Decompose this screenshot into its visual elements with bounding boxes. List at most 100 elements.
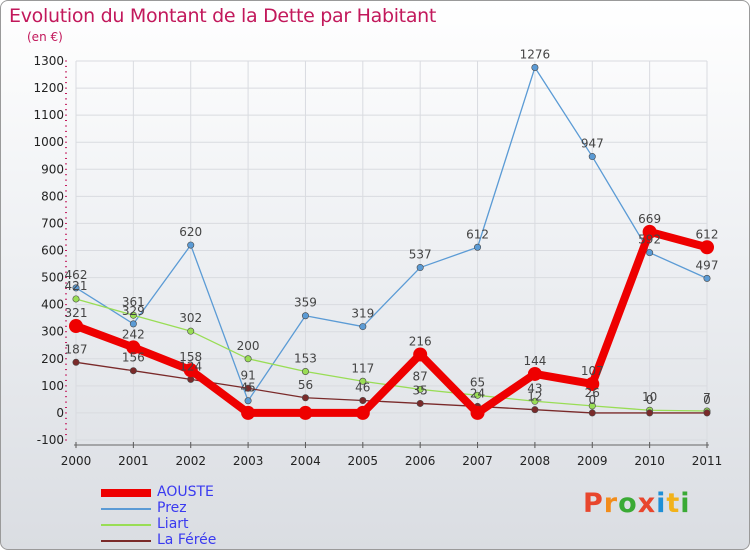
x-tick-label: 2004 — [290, 454, 321, 468]
x-tick-label: 2011 — [692, 454, 723, 468]
y-tick-label: 800 — [41, 189, 64, 203]
data-point — [646, 409, 654, 417]
data-point — [244, 355, 252, 363]
legend-item: Prez — [101, 500, 301, 517]
data-label: 537 — [409, 248, 432, 262]
data-label: 156 — [122, 351, 145, 365]
data-point — [474, 243, 482, 251]
y-tick-label: 400 — [41, 298, 64, 312]
data-point — [588, 153, 596, 161]
data-point — [531, 63, 539, 71]
data-point — [355, 405, 370, 420]
data-label: 669 — [638, 212, 661, 226]
data-label: 56 — [298, 378, 313, 392]
data-point — [359, 377, 367, 385]
data-label: 620 — [179, 225, 202, 239]
legend-swatch — [101, 508, 151, 510]
y-tick-label: 300 — [41, 325, 64, 339]
data-label: 497 — [696, 258, 719, 272]
data-point — [241, 405, 256, 420]
data-label: 302 — [179, 311, 202, 325]
data-point — [588, 409, 596, 417]
data-point — [301, 312, 309, 320]
data-point — [646, 249, 654, 257]
data-label: 91 — [240, 368, 255, 382]
data-label: 216 — [409, 334, 432, 348]
logo-letter: r — [603, 488, 619, 519]
data-label: 153 — [294, 352, 317, 366]
data-point — [244, 384, 252, 392]
data-point — [187, 241, 195, 249]
data-label: 1276 — [520, 47, 551, 61]
y-tick-label: 700 — [41, 216, 64, 230]
x-tick-label: 2006 — [405, 454, 436, 468]
data-label: 321 — [65, 306, 88, 320]
data-label: 12 — [527, 390, 542, 404]
data-point — [129, 311, 137, 319]
data-label: 187 — [65, 342, 88, 356]
data-label: 45 — [240, 381, 255, 395]
data-point — [298, 405, 313, 420]
legend-item: La Férée — [101, 532, 301, 549]
y-tick-label: 1300 — [33, 54, 64, 68]
data-point — [129, 320, 137, 328]
data-label: 329 — [122, 304, 145, 318]
y-tick-label: 1000 — [33, 135, 64, 149]
proxiti-logo: Proxiti — [583, 488, 691, 519]
data-point — [703, 274, 711, 282]
data-point — [531, 397, 539, 405]
y-tick-label: 600 — [41, 244, 64, 258]
data-label: 361 — [122, 295, 145, 309]
data-point — [527, 366, 542, 381]
legend-item: AOUSTE — [101, 484, 301, 501]
data-point — [183, 363, 198, 378]
data-label: 0 — [588, 393, 596, 407]
data-label: 46 — [355, 380, 370, 394]
data-point — [72, 295, 80, 303]
legend-label: Prez — [157, 500, 187, 516]
data-label: 144 — [523, 354, 546, 368]
data-label: 87 — [413, 369, 428, 383]
legend-swatch — [101, 524, 151, 526]
chart-title: Evolution du Montant de la Dette par Hab… — [9, 5, 437, 27]
data-point — [301, 368, 309, 376]
x-tick-label: 2008 — [520, 454, 551, 468]
data-point — [416, 264, 424, 272]
data-label: 65 — [470, 375, 485, 389]
series-line-aouste — [72, 227, 711, 417]
data-label: 26 — [585, 386, 600, 400]
data-label: 7 — [703, 391, 711, 405]
x-tick-label: 2010 — [634, 454, 665, 468]
logo-letter: P — [583, 488, 604, 519]
y-tick-label: 200 — [41, 352, 64, 366]
data-label: 35 — [413, 383, 428, 397]
x-tick-label: 2009 — [577, 454, 608, 468]
data-label: 124 — [179, 359, 202, 373]
legend-label: AOUSTE — [157, 484, 214, 500]
data-label: 0 — [646, 393, 654, 407]
data-point — [244, 397, 252, 405]
legend-label: Liart — [157, 516, 189, 532]
data-label: 592 — [638, 233, 661, 247]
series-line-la-f-r-e — [75, 361, 708, 414]
data-label: 158 — [179, 350, 202, 364]
x-tick-label: 2000 — [61, 454, 92, 468]
x-tick-label: 2007 — [462, 454, 493, 468]
data-label: 117 — [351, 361, 374, 375]
logo-letter: i — [680, 488, 691, 519]
x-tick-label: 2001 — [118, 454, 149, 468]
data-point — [413, 347, 428, 362]
data-label: 319 — [351, 307, 374, 321]
logo-letter: t — [666, 488, 681, 519]
y-tick-label: 900 — [41, 162, 64, 176]
data-point — [588, 402, 596, 410]
data-point — [72, 358, 80, 366]
data-point — [703, 409, 711, 417]
data-point — [187, 327, 195, 335]
y-tick-label: -100 — [37, 433, 64, 447]
data-point — [359, 323, 367, 331]
data-label: 462 — [65, 268, 88, 282]
y-tick-label: 0 — [56, 406, 64, 420]
